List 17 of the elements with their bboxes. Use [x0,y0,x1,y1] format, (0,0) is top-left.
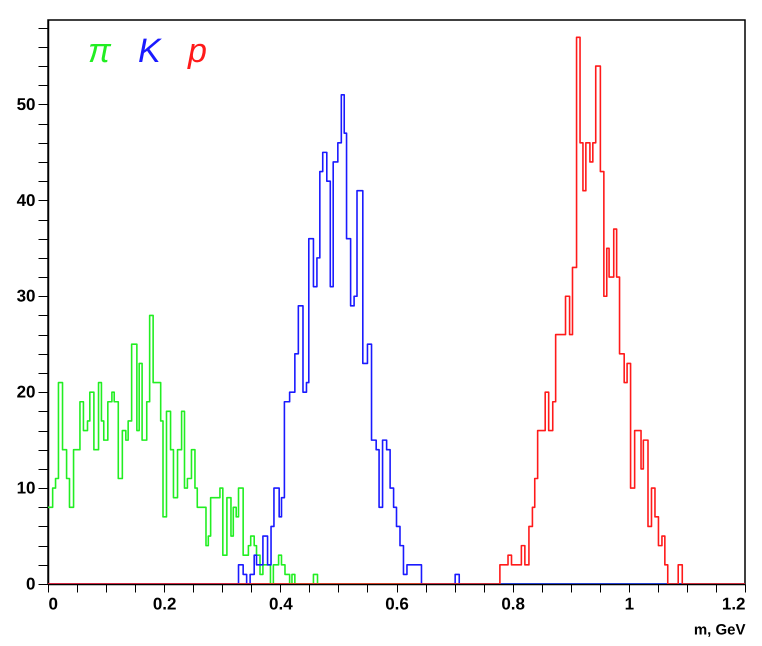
y-tick-label: 40 [16,190,36,210]
y-tick-label: 0 [26,574,36,594]
text: K [138,32,162,70]
x-axis-title: m, GeV [694,622,746,638]
y-tick-label: 20 [16,382,36,402]
y-tick-label: 10 [16,478,36,498]
y-tick-label: 50 [16,94,36,114]
x-tick-label: 0 [48,594,58,614]
text: π [88,32,112,70]
x-tick-label: 1 [624,594,634,614]
text: p [187,32,207,70]
x-tick-label: 0.8 [501,594,525,614]
x-tick-label: 0.2 [152,594,176,614]
x-tick-label: 1.2 [722,594,746,614]
x-tick-label: 0.4 [269,594,294,614]
y-tick-label: 30 [16,286,36,306]
x-tick-label: 0.6 [385,594,409,614]
